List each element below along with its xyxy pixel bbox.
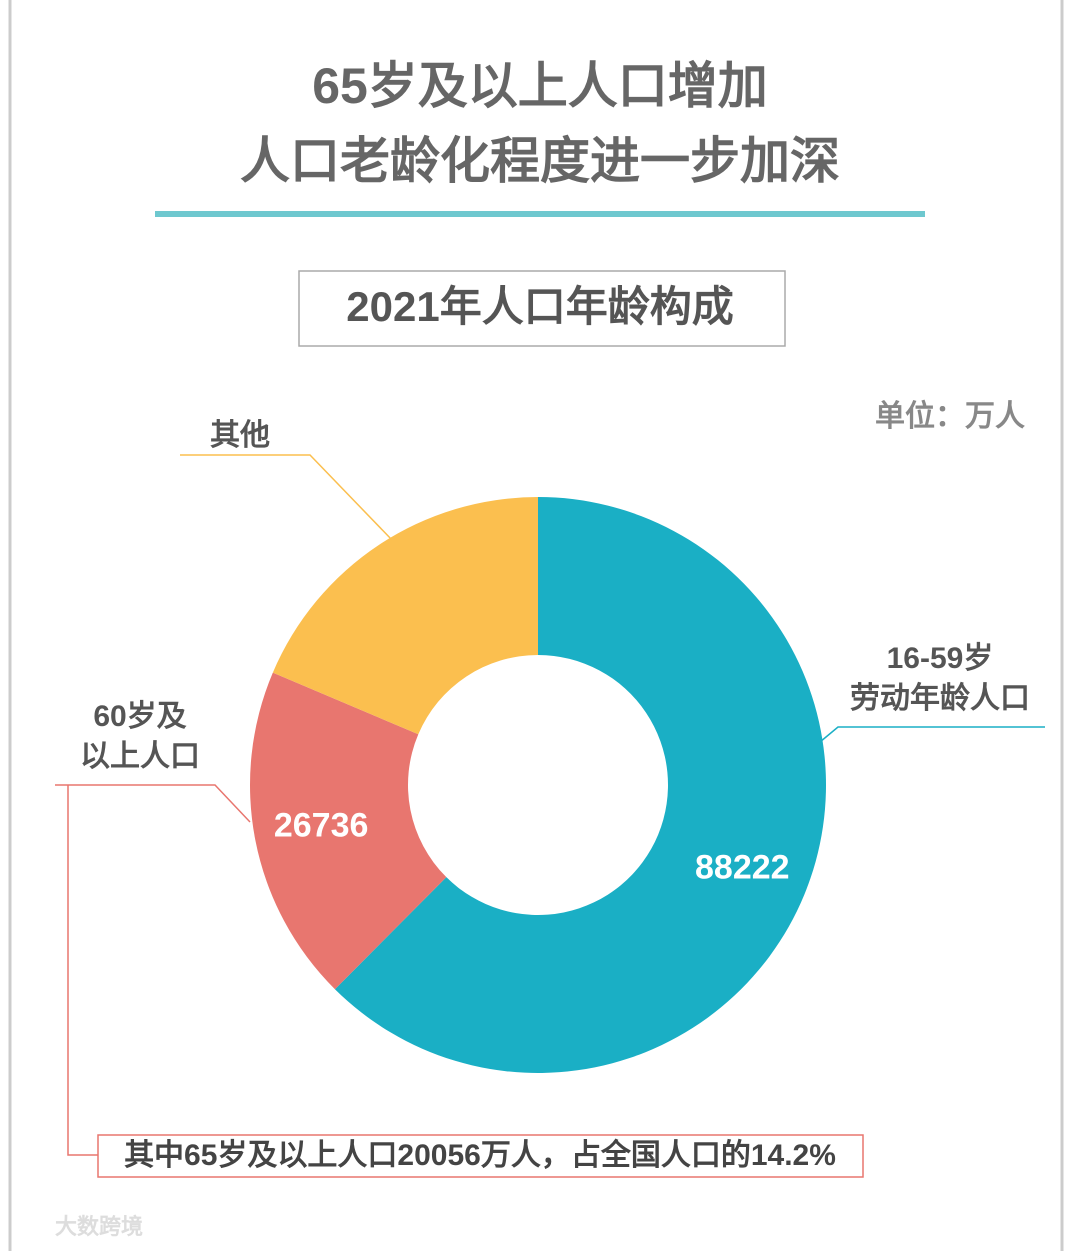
- slice-label: 以上人口: [80, 740, 200, 773]
- unit-label: 单位：万人: [875, 399, 1025, 433]
- slice-label: 劳动年龄人口: [850, 682, 1030, 715]
- slice-label: 其他: [210, 419, 270, 452]
- donut-slice: [334, 497, 826, 1074]
- donut-slice: [272, 497, 538, 735]
- donut-slice: [249, 672, 447, 990]
- leader-line: [55, 784, 251, 823]
- watermark: 大数跨境: [55, 1214, 143, 1239]
- chart-title: 65岁及以上人口增加: [312, 58, 768, 114]
- slice-label: 16-59岁: [887, 642, 994, 675]
- chart-title: 人口老龄化程度进一步加深: [240, 133, 840, 189]
- chart-subtitle: 2021年人口年龄构成: [346, 283, 733, 330]
- annotation-leader: [67, 785, 98, 1156]
- leader-line: [180, 454, 393, 541]
- value-label: 88222: [695, 848, 790, 886]
- slice-label: 60岁及: [93, 700, 186, 733]
- annotation-box: [97, 1134, 864, 1178]
- annotation: 其中65岁及以上人口20056万人，占全国人口的14.2%: [124, 1138, 836, 1172]
- value-label: 26736: [274, 807, 369, 845]
- leader-line: [819, 726, 1045, 743]
- subtitle-box: [298, 270, 786, 347]
